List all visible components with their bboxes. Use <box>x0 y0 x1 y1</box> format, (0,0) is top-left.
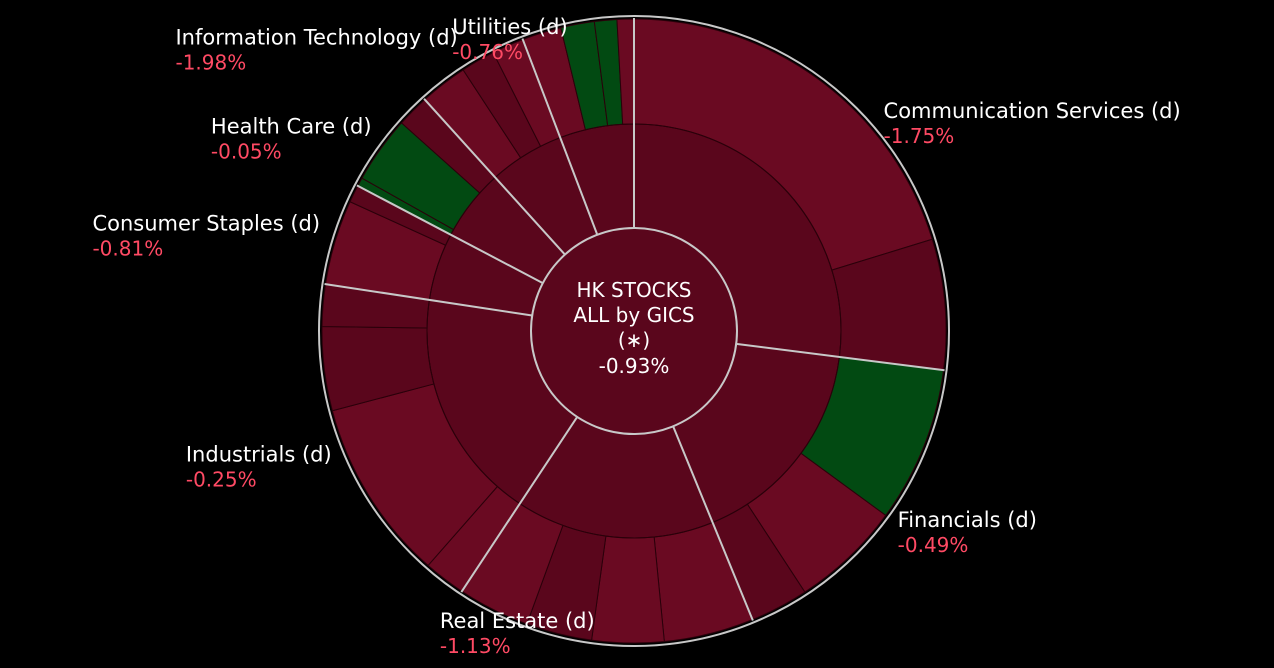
sector-divider <box>356 184 544 284</box>
chart-title: HK STOCKS <box>577 278 692 302</box>
chart-subtitle: ALL by GICS <box>573 303 694 327</box>
label-real-estate: Real Estate (d) <box>440 609 595 633</box>
label-industrials: Industrials (d) <box>186 443 332 467</box>
sector-divider <box>460 416 579 593</box>
change-information-technology: -1.98% <box>175 50 246 74</box>
sector-divider <box>521 38 599 236</box>
center-disc <box>530 227 738 435</box>
outer-ring <box>318 15 950 647</box>
sector-divider <box>736 342 945 372</box>
label-health-care: Health Care (d) <box>211 115 372 139</box>
label-utilities: Utilities (d) <box>452 15 567 39</box>
change-financials: -0.49% <box>898 533 969 557</box>
change-industrials: -0.25% <box>186 468 257 492</box>
label-consumer-staples: Consumer Staples (d) <box>92 212 320 236</box>
sector-divider <box>324 282 533 317</box>
sector-divider <box>423 98 566 256</box>
sector-divider <box>672 425 754 621</box>
change-health-care: -0.05% <box>211 140 282 164</box>
label-financials: Financials (d) <box>898 508 1037 532</box>
change-utilities: -0.76% <box>452 40 523 64</box>
label-information-technology: Information Technology (d) <box>175 25 457 49</box>
change-real-estate: -1.13% <box>440 634 511 658</box>
change-communication-services: -1.75% <box>884 124 955 148</box>
chart-marker: (∗) <box>618 328 650 352</box>
label-communication-services: Communication Services (d) <box>884 99 1181 123</box>
chart-total-change: -0.93% <box>599 354 670 378</box>
change-consumer-staples: -0.81% <box>92 237 163 261</box>
